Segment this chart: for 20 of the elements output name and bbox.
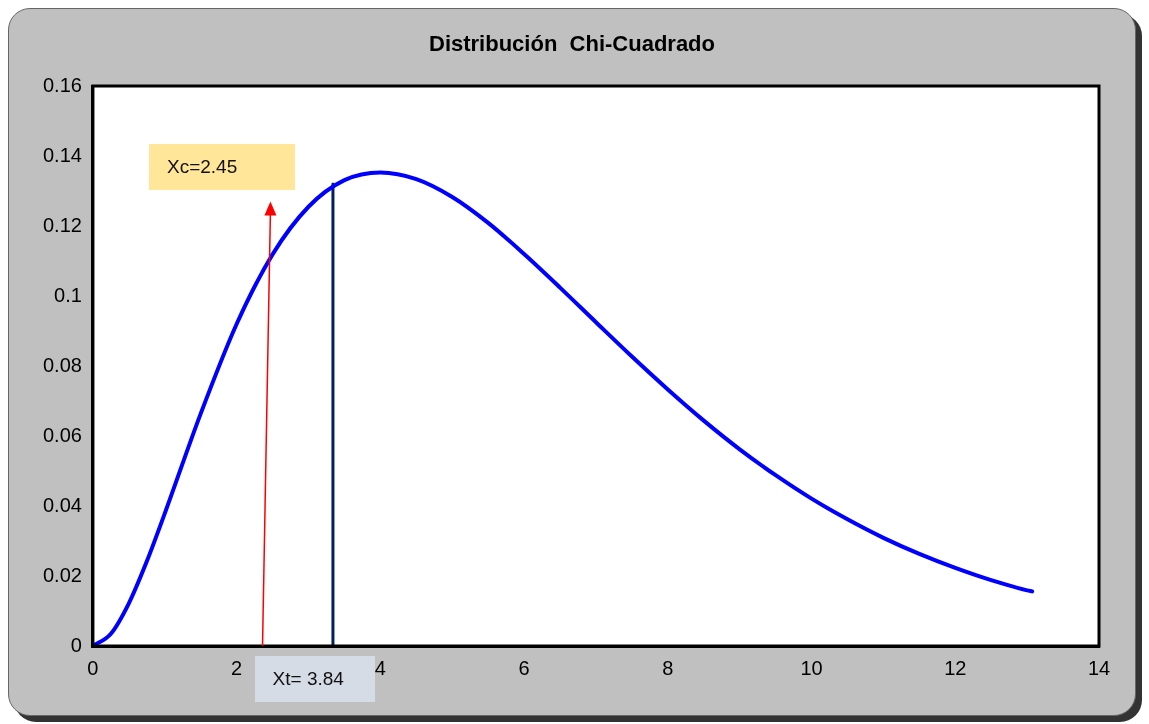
x-tick-label: 12 — [944, 656, 967, 679]
x-tick-label: 0 — [87, 656, 99, 679]
y-tick-label: 0 — [70, 633, 82, 656]
y-tick-label: 0.04 — [42, 493, 82, 516]
y-tick-label: 0.1 — [54, 283, 82, 306]
y-tick-label: 0.14 — [42, 143, 82, 166]
y-tick-label: 0.16 — [42, 73, 82, 96]
x-tick-label: 8 — [662, 656, 674, 679]
x-tick-label: 6 — [518, 656, 530, 679]
y-tick-label: 0.02 — [42, 563, 82, 586]
y-tick-label: 0.08 — [42, 353, 82, 376]
x-tick-label: 14 — [1087, 656, 1111, 679]
y-tick-label: 0.12 — [42, 213, 82, 236]
x-tick-label: 2 — [231, 656, 243, 679]
x-tick-label: 4 — [374, 656, 386, 679]
y-tick-label: 0.06 — [42, 423, 82, 446]
callout-box: Xc=2.45 — [148, 143, 295, 190]
x-tick-label: 10 — [800, 656, 823, 679]
callout-box: Xt= 3.84 — [254, 656, 375, 702]
chart-title: Distribución Chi-Cuadrado — [428, 31, 716, 57]
